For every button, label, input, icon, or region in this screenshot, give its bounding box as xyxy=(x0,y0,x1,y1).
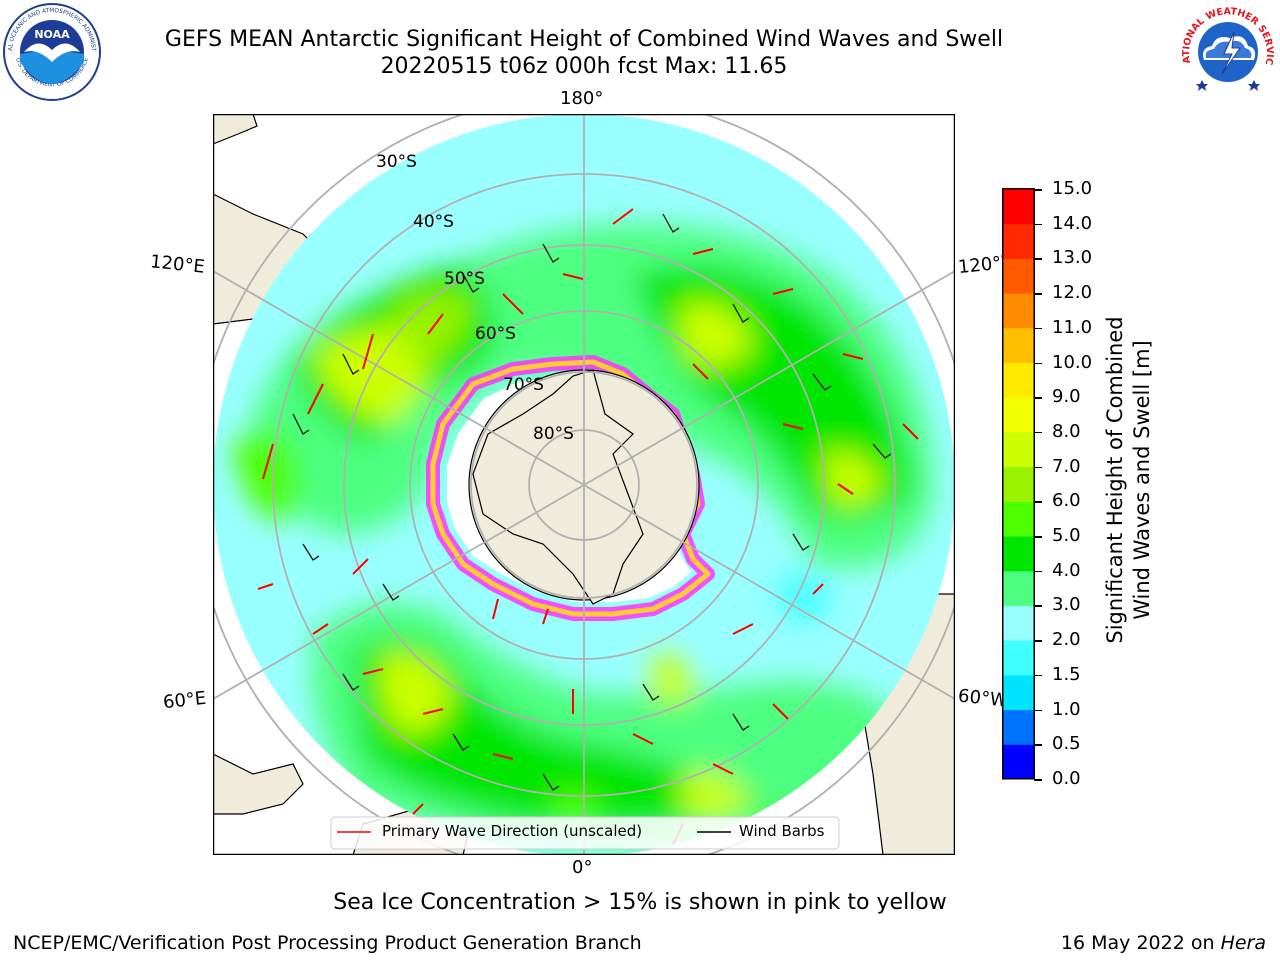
colorbar-tick-label: 3.0 xyxy=(1052,594,1081,616)
colorbar-segment xyxy=(1003,189,1034,225)
colorbar-tick-label: 0.0 xyxy=(1052,768,1081,789)
colorbar-segment xyxy=(1003,431,1034,468)
noaa-logo-text: NOAA xyxy=(34,28,70,41)
colorbar-segment xyxy=(1003,397,1034,433)
colorbar xyxy=(1002,188,1035,780)
colorbar-tick-mark xyxy=(1034,779,1042,781)
colorbar-tick-mark xyxy=(1034,744,1042,746)
colorbar-tick-mark xyxy=(1034,501,1042,503)
colorbar-tick-label: 0.5 xyxy=(1052,733,1081,755)
colorbar-tick-mark xyxy=(1034,570,1042,573)
colorbar-segment xyxy=(1003,640,1034,676)
colorbar-segment xyxy=(1003,327,1034,364)
colorbar-segment xyxy=(1003,536,1034,572)
wind-barbs xyxy=(292,213,892,791)
colorbar-tick-mark xyxy=(1034,640,1042,642)
lon-label-120e: 120°E xyxy=(149,251,206,278)
colorbar-tick-mark xyxy=(1034,466,1042,469)
colorbar-segment xyxy=(1003,362,1034,398)
colorbar-tick-label: 11.0 xyxy=(1052,316,1093,338)
colorbar-tick-mark xyxy=(1034,431,1042,434)
colorbar-segment xyxy=(1003,570,1034,606)
sea-ice-note: Sea Ice Concentration > 15% is shown in … xyxy=(333,890,947,915)
lon-label-0: 0° xyxy=(572,857,593,878)
colorbar-segment xyxy=(1003,293,1034,329)
lat-label-30s: 30°S xyxy=(376,152,417,172)
footer-date-text: 16 May 2022 on xyxy=(1060,932,1221,954)
colorbar-tick-label: 2.0 xyxy=(1052,629,1081,651)
nws-logo: NATIONAL WEATHER SERVICE xyxy=(1178,2,1276,100)
lat-label-70s: 70°S xyxy=(503,375,544,395)
colorbar-label: Significant Height of Combined Wind Wave… xyxy=(1103,290,1154,670)
footer-date: 16 May 2022 on Hera xyxy=(1061,932,1266,954)
wind-barbs-legend-label: Wind Barbs xyxy=(739,822,825,840)
colorbar-tick-mark xyxy=(1034,362,1042,365)
colorbar-tick-label: 1.5 xyxy=(1052,663,1081,685)
wave-direction-legend-label: Primary Wave Direction (unscaled) xyxy=(382,822,643,840)
colorbar-tick-mark xyxy=(1034,189,1042,191)
colorbar-segment xyxy=(1003,674,1034,711)
map-frame xyxy=(213,114,955,855)
colorbar-segment xyxy=(1003,223,1034,259)
colorbar-tick-label: 6.0 xyxy=(1052,490,1081,512)
colorbar-tick-label: 4.0 xyxy=(1052,559,1081,581)
colorbar-label-line1: Significant Height of Combined xyxy=(1103,316,1127,644)
colorbar-tick-label: 1.0 xyxy=(1052,698,1081,720)
colorbar-tick-mark xyxy=(1034,327,1042,330)
lat-label-60s: 60°S xyxy=(475,324,516,344)
graticule xyxy=(213,114,955,855)
lat-label-50s: 50°S xyxy=(444,269,485,289)
colorbar-tick-label: 7.0 xyxy=(1052,455,1081,477)
colorbar-tick-label: 14.0 xyxy=(1052,212,1093,234)
lon-label-180: 180° xyxy=(560,88,604,109)
colorbar-segment xyxy=(1003,466,1034,502)
colorbar-tick-label: 10.0 xyxy=(1052,351,1093,373)
lon-label-60w: 60°W xyxy=(957,685,1009,712)
colorbar-segment xyxy=(1003,709,1034,745)
colorbar-tick-mark xyxy=(1034,709,1042,712)
colorbar-tick-mark xyxy=(1034,223,1042,226)
colorbar-segment xyxy=(1003,605,1034,641)
footer-branch: NCEP/EMC/Verification Post Processing Pr… xyxy=(13,932,642,954)
map-legend xyxy=(330,816,840,850)
colorbar-tick-label: 15.0 xyxy=(1052,178,1093,199)
colorbar-tick-mark xyxy=(1034,605,1042,607)
noaa-logo: NATIONAL OCEANIC AND ATMOSPHERIC ADMINIS… xyxy=(2,2,101,101)
colorbar-tick-label: 8.0 xyxy=(1052,420,1081,442)
lat-label-80s: 80°S xyxy=(533,424,574,444)
colorbar-segment xyxy=(1003,744,1034,780)
colorbar-tick-label: 12.0 xyxy=(1052,282,1093,304)
colorbar-segment xyxy=(1003,501,1034,537)
colorbar-tick-mark xyxy=(1034,674,1042,677)
polar-map[interactable] xyxy=(213,114,955,855)
colorbar-tick-label: 5.0 xyxy=(1052,525,1081,547)
map-subtitle: 20220515 t06z 000h fcst Max: 11.65 xyxy=(380,54,788,79)
colorbar-segment xyxy=(1003,258,1034,294)
colorbar-tick-mark xyxy=(1034,293,1042,295)
lat-label-40s: 40°S xyxy=(413,212,454,232)
colorbar-tick-label: 9.0 xyxy=(1052,386,1081,408)
colorbar-tick-mark xyxy=(1034,258,1042,260)
footer-machine: Hera xyxy=(1220,932,1266,954)
map-title: GEFS MEAN Antarctic Significant Height o… xyxy=(164,27,1004,52)
colorbar-tick-mark xyxy=(1034,536,1042,538)
colorbar-tick-mark xyxy=(1034,397,1042,399)
lon-label-60e: 60°E xyxy=(162,687,208,714)
colorbar-label-line2: Wind Waves and Swell [m] xyxy=(1130,340,1154,620)
colorbar-tick-label: 13.0 xyxy=(1052,247,1093,269)
